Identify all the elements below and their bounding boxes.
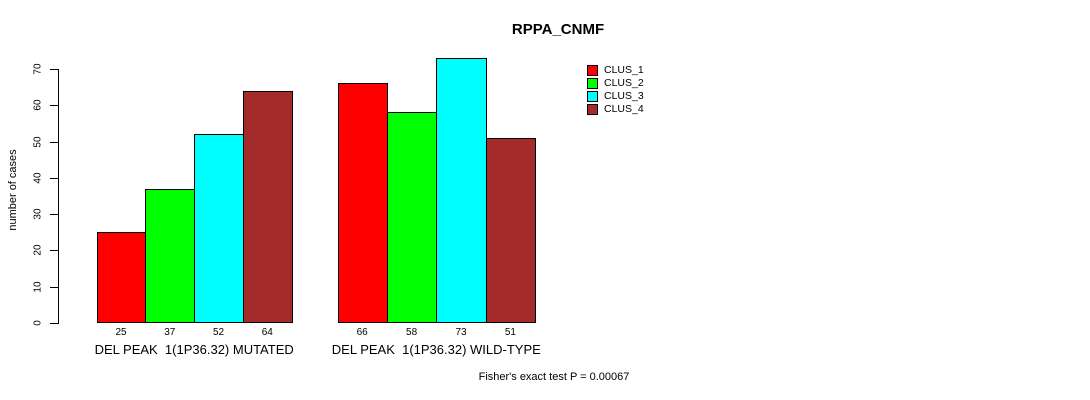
y-tick-label: 30: [32, 208, 44, 220]
legend-label: CLUS_3: [604, 89, 644, 102]
bar-value-label: 73: [455, 327, 467, 338]
bar-clus_4-group2: [485, 137, 537, 323]
chart-title: RPPA_CNMF: [511, 21, 605, 38]
legend-item-clus_3: CLUS_3: [587, 89, 644, 102]
y-tick-label: 60: [32, 99, 44, 111]
bar-clus_4-group1: [242, 90, 293, 323]
y-tick-mark: [50, 250, 58, 252]
bar-clus_2-group2: [386, 112, 438, 323]
y-axis-label: number of cases: [7, 149, 19, 231]
bar-value-label: 58: [406, 327, 418, 338]
legend-swatch-icon: [587, 64, 598, 76]
legend-label: CLUS_1: [604, 63, 644, 76]
bar-clus_1-group2: [337, 83, 388, 323]
y-tick-mark: [50, 177, 58, 179]
category-label: DEL PEAK 1(1P36.32) WILD-TYPE: [331, 342, 541, 357]
bar-value-label: 37: [164, 327, 176, 338]
bar-value-label: 25: [115, 327, 127, 338]
fisher-test-annotation: Fisher's exact test P = 0.00067: [478, 371, 630, 383]
y-tick-label: 20: [32, 244, 44, 256]
y-tick-mark: [50, 214, 58, 216]
y-tick-mark: [50, 323, 58, 324]
legend-item-clus_2: CLUS_2: [587, 76, 644, 89]
bar-clus_2-group1: [145, 188, 196, 323]
bar-value-label: 64: [261, 327, 273, 338]
legend-label: CLUS_4: [604, 103, 644, 116]
y-tick-label: 70: [32, 63, 44, 75]
y-axis-line: [58, 68, 59, 324]
y-tick-mark: [50, 68, 58, 70]
bar-clus_1-group1: [96, 232, 147, 323]
y-tick-label: 40: [32, 172, 44, 184]
bar-value-label: 51: [504, 327, 516, 338]
y-tick-mark: [50, 141, 58, 143]
legend-label: CLUS_2: [604, 76, 644, 89]
bar-value-label: 66: [356, 327, 368, 338]
legend-swatch-icon: [587, 103, 598, 115]
bar-value-label: 52: [213, 327, 225, 338]
y-tick-label: 0: [32, 320, 44, 326]
legend-item-clus_4: CLUS_4: [587, 103, 644, 116]
y-tick-mark: [50, 286, 58, 288]
y-tick-label: 10: [32, 281, 44, 293]
y-tick-mark: [50, 105, 58, 107]
y-tick-label: 50: [32, 135, 44, 148]
bar-clus_3-group1: [194, 134, 244, 323]
legend-swatch-icon: [587, 77, 598, 89]
legend-item-clus_1: CLUS_1: [587, 63, 644, 76]
legend-swatch-icon: [587, 90, 598, 102]
bar-clus_3-group2: [436, 58, 487, 323]
category-label: DEL PEAK 1(1P36.32) MUTATED: [94, 342, 294, 357]
